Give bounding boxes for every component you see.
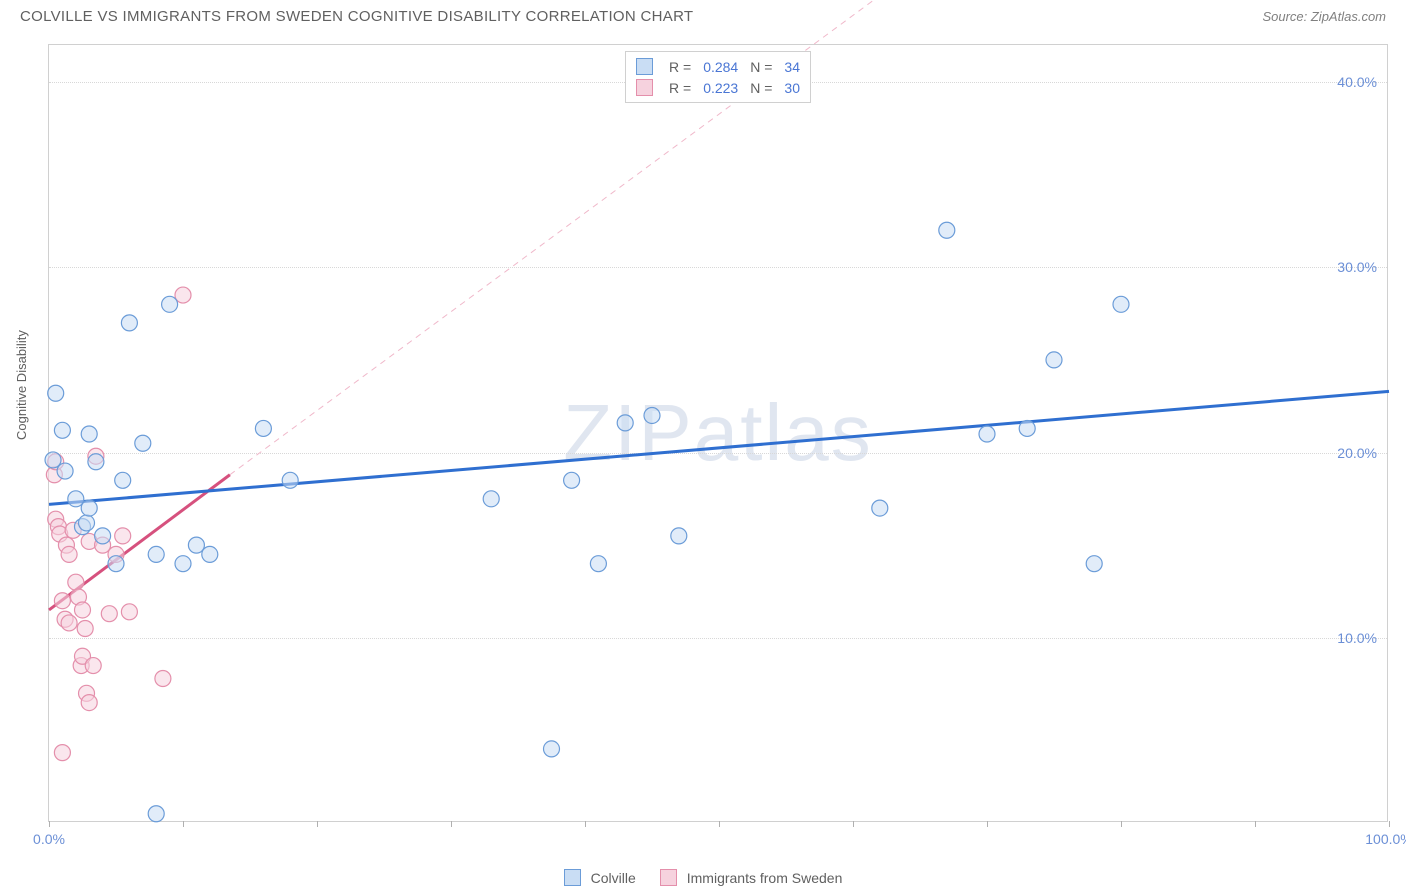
chart-header: COLVILLE VS IMMIGRANTS FROM SWEDEN COGNI… [0,0,1406,29]
data-point [81,426,97,442]
data-point [68,491,84,507]
swatch-colville-icon [636,58,653,75]
chart-area: ZIPatlas 10.0%20.0%30.0%40.0% 0.0%100.0%… [48,44,1388,822]
data-point [54,422,70,438]
x-tick-label: 0.0% [33,831,65,847]
x-tick [317,821,318,827]
data-point [61,546,77,562]
data-point [1046,352,1062,368]
x-tick [719,821,720,827]
data-point [483,491,499,507]
stats-legend-box: R = 0.284 N = 34 R = 0.223 N = 30 [625,51,811,103]
data-point [872,500,888,516]
stats-legend-row-sweden: R = 0.223 N = 30 [636,77,800,98]
data-point [979,426,995,442]
data-point [101,606,117,622]
data-point [115,472,131,488]
chart-title: COLVILLE VS IMMIGRANTS FROM SWEDEN COGNI… [20,8,693,25]
data-point [77,621,93,637]
legend-item-colville: Colville [564,869,636,886]
r-value-colville: 0.284 [703,59,738,75]
data-point [108,556,124,572]
data-point [54,593,70,609]
legend-item-sweden: Immigrants from Sweden [660,869,843,886]
data-point [617,415,633,431]
r-label: R = [669,59,691,75]
data-point [61,615,77,631]
data-point [162,296,178,312]
data-point [175,556,191,572]
y-axis-label: Cognitive Disability [14,330,29,440]
n-value-colville: 34 [784,59,800,75]
swatch-sweden-icon [660,869,677,886]
source-label: Source: ZipAtlas.com [1262,9,1386,24]
data-point [115,528,131,544]
x-tick-label: 100.0% [1365,831,1406,847]
x-tick [451,821,452,827]
data-point [175,287,191,303]
n-label: N = [750,59,772,75]
data-point [1113,296,1129,312]
data-point [148,546,164,562]
data-point [282,472,298,488]
n-value-sweden: 30 [784,80,800,96]
data-point [121,604,137,620]
swatch-sweden-icon [636,79,653,96]
data-point [148,806,164,822]
data-point [48,385,64,401]
data-point [88,454,104,470]
data-point [1019,420,1035,436]
data-point [81,500,97,516]
data-point [54,745,70,761]
n-label: N = [750,80,772,96]
data-point [939,222,955,238]
data-point [81,695,97,711]
r-value-sweden: 0.223 [703,80,738,96]
data-point [544,741,560,757]
data-point [75,602,91,618]
data-point [155,671,171,687]
legend-label-colville: Colville [591,870,636,886]
data-point [79,515,95,531]
data-point [57,463,73,479]
data-point [188,537,204,553]
legend-label-sweden: Immigrants from Sweden [687,870,843,886]
stats-legend-row-colville: R = 0.284 N = 34 [636,56,800,77]
data-point [255,420,271,436]
x-tick [183,821,184,827]
series-legend: Colville Immigrants from Sweden [0,869,1406,886]
data-point [1086,556,1102,572]
scatter-plot-svg [49,45,1387,821]
x-tick [1255,821,1256,827]
data-point [95,528,111,544]
data-point [564,472,580,488]
trend-line [49,391,1389,504]
data-point [68,574,84,590]
x-tick [1121,821,1122,827]
data-point [121,315,137,331]
x-tick [853,821,854,827]
data-point [644,407,660,423]
data-point [202,546,218,562]
data-point [135,435,151,451]
trend-line [230,0,1014,475]
data-point [590,556,606,572]
data-point [671,528,687,544]
x-tick [585,821,586,827]
x-tick [49,821,50,827]
x-tick [1389,821,1390,827]
data-point [85,658,101,674]
x-tick [987,821,988,827]
swatch-colville-icon [564,869,581,886]
r-label: R = [669,80,691,96]
